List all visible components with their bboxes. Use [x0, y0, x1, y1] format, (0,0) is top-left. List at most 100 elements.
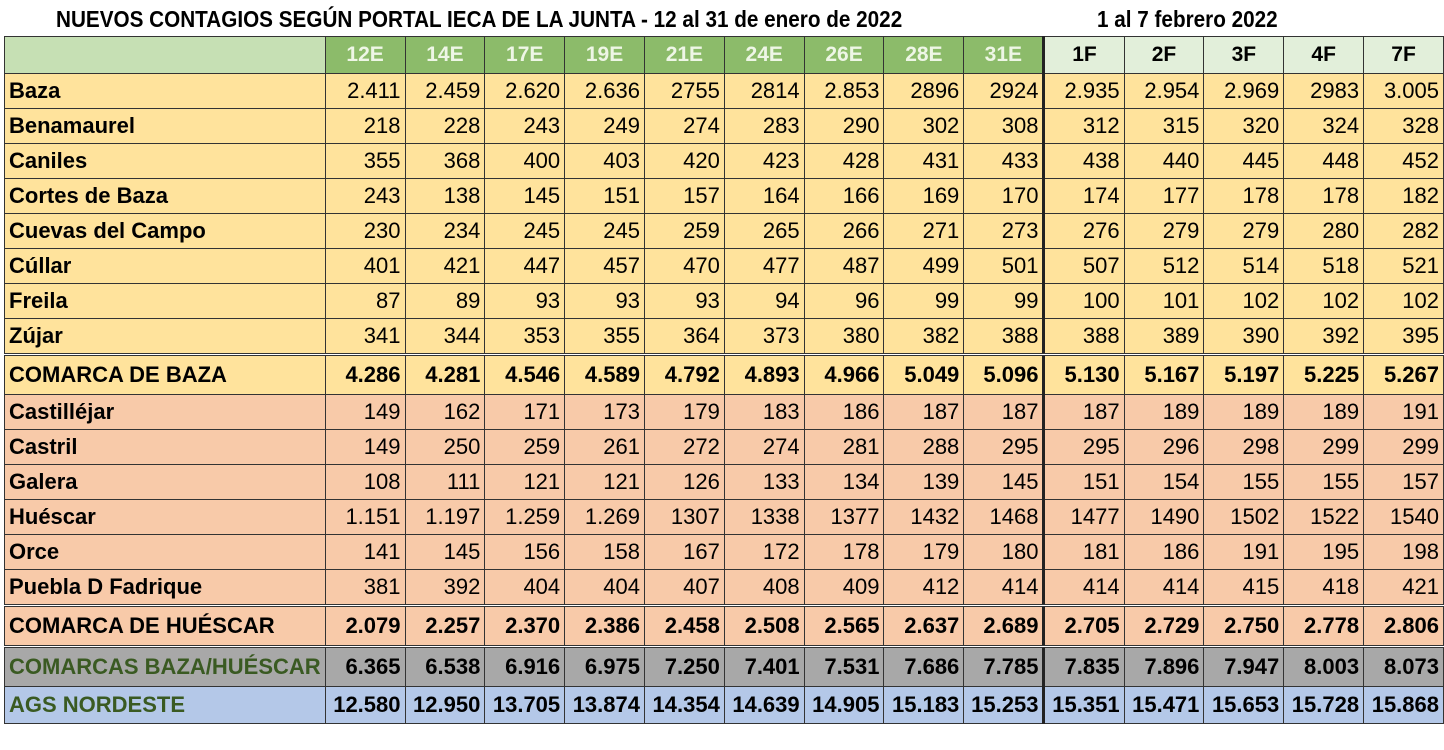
cell-17E[interactable]: 400: [484, 143, 566, 179]
cell-3F[interactable]: 2.969: [1203, 73, 1285, 109]
cell-19E[interactable]: 6.975: [564, 645, 645, 687]
cell-31E[interactable]: 187: [963, 394, 1046, 430]
column-header-4F[interactable]: 4F: [1283, 36, 1365, 74]
cell-28E[interactable]: 412: [883, 569, 965, 606]
cell-12E[interactable]: 218: [324, 108, 406, 144]
cell-28E[interactable]: 187: [883, 394, 965, 430]
cell-24E[interactable]: 14.639: [723, 686, 805, 724]
row-label[interactable]: Benamaurel: [4, 108, 326, 144]
cell-4F[interactable]: 15.728: [1283, 686, 1365, 724]
cell-17E[interactable]: 245: [484, 213, 566, 249]
cell-4F[interactable]: 1522: [1283, 499, 1365, 535]
column-header-19E[interactable]: 19E: [564, 36, 645, 74]
cell-21E[interactable]: 364: [643, 318, 725, 355]
cell-14E[interactable]: 421: [404, 248, 486, 284]
cell-7F[interactable]: 157: [1363, 464, 1444, 500]
cell-3F[interactable]: 5.197: [1203, 353, 1285, 395]
cell-1F[interactable]: 100: [1043, 283, 1125, 319]
cell-14E[interactable]: 138: [404, 178, 486, 214]
cell-2F[interactable]: 186: [1123, 534, 1205, 570]
cell-24E[interactable]: 423: [723, 143, 805, 179]
cell-12E[interactable]: 87: [324, 283, 406, 319]
cell-12E[interactable]: 355: [324, 143, 406, 179]
column-header-1F[interactable]: 1F: [1043, 36, 1125, 74]
cell-1F[interactable]: 276: [1043, 213, 1125, 249]
row-label[interactable]: COMARCAS BAZA/HUÉSCAR: [4, 645, 326, 687]
cell-31E[interactable]: 145: [963, 464, 1046, 500]
cell-14E[interactable]: 145: [404, 534, 486, 570]
cell-7F[interactable]: 15.868: [1363, 686, 1444, 724]
column-header-7F[interactable]: 7F: [1363, 36, 1444, 74]
row-label[interactable]: Castril: [4, 429, 326, 465]
cell-21E[interactable]: 420: [643, 143, 725, 179]
cell-7F[interactable]: 282: [1363, 213, 1444, 249]
cell-24E[interactable]: 164: [723, 178, 805, 214]
cell-31E[interactable]: 308: [963, 108, 1046, 144]
cell-17E[interactable]: 4.546: [484, 353, 566, 395]
cell-4F[interactable]: 448: [1283, 143, 1365, 179]
cell-26E[interactable]: 487: [803, 248, 885, 284]
cell-31E[interactable]: 2924: [963, 73, 1046, 109]
column-header-3F[interactable]: 3F: [1203, 36, 1285, 74]
cell-19E[interactable]: 158: [564, 534, 645, 570]
row-label[interactable]: Puebla D Fadrique: [4, 569, 326, 606]
column-header-31E[interactable]: 31E: [963, 36, 1046, 74]
cell-31E[interactable]: 433: [963, 143, 1046, 179]
cell-19E[interactable]: 403: [564, 143, 645, 179]
cell-1F[interactable]: 438: [1043, 143, 1125, 179]
cell-26E[interactable]: 2.853: [803, 73, 885, 109]
cell-3F[interactable]: 1502: [1203, 499, 1285, 535]
row-label[interactable]: Freila: [4, 283, 326, 319]
cell-21E[interactable]: 179: [643, 394, 725, 430]
cell-31E[interactable]: 295: [963, 429, 1046, 465]
cell-26E[interactable]: 14.905: [803, 686, 885, 724]
cell-21E[interactable]: 1307: [643, 499, 725, 535]
cell-7F[interactable]: 198: [1363, 534, 1444, 570]
cell-24E[interactable]: 4.893: [723, 353, 805, 395]
cell-24E[interactable]: 172: [723, 534, 805, 570]
row-label[interactable]: COMARCA DE HUÉSCAR: [4, 604, 326, 647]
cell-1F[interactable]: 181: [1043, 534, 1125, 570]
cell-14E[interactable]: 228: [404, 108, 486, 144]
cell-12E[interactable]: 12.580: [324, 686, 406, 724]
cell-24E[interactable]: 7.401: [723, 645, 805, 687]
cell-31E[interactable]: 15.253: [963, 686, 1046, 724]
cell-4F[interactable]: 8.003: [1283, 645, 1365, 687]
cell-21E[interactable]: 274: [643, 108, 725, 144]
row-label[interactable]: Cuevas del Campo: [4, 213, 326, 249]
cell-24E[interactable]: 283: [723, 108, 805, 144]
cell-3F[interactable]: 390: [1203, 318, 1285, 355]
cell-24E[interactable]: 408: [723, 569, 805, 606]
cell-7F[interactable]: 421: [1363, 569, 1444, 606]
cell-4F[interactable]: 2983: [1283, 73, 1365, 109]
cell-17E[interactable]: 447: [484, 248, 566, 284]
cell-2F[interactable]: 189: [1123, 394, 1205, 430]
cell-1F[interactable]: 15.351: [1043, 686, 1125, 724]
cell-17E[interactable]: 1.259: [484, 499, 566, 535]
cell-28E[interactable]: 169: [883, 178, 965, 214]
cell-7F[interactable]: 102: [1363, 283, 1444, 319]
cell-24E[interactable]: 2814: [723, 73, 805, 109]
cell-24E[interactable]: 274: [723, 429, 805, 465]
cell-19E[interactable]: 2.636: [564, 73, 645, 109]
cell-24E[interactable]: 477: [723, 248, 805, 284]
cell-7F[interactable]: 299: [1363, 429, 1444, 465]
column-header-2F[interactable]: 2F: [1123, 36, 1205, 74]
cell-4F[interactable]: 299: [1283, 429, 1365, 465]
cell-31E[interactable]: 7.785: [963, 645, 1046, 687]
cell-17E[interactable]: 145: [484, 178, 566, 214]
cell-4F[interactable]: 392: [1283, 318, 1365, 355]
cell-31E[interactable]: 170: [963, 178, 1046, 214]
cell-4F[interactable]: 2.778: [1283, 604, 1365, 647]
cell-3F[interactable]: 415: [1203, 569, 1285, 606]
row-label[interactable]: Cúllar: [4, 248, 326, 284]
cell-26E[interactable]: 1377: [803, 499, 885, 535]
cell-12E[interactable]: 149: [324, 394, 406, 430]
cell-2F[interactable]: 296: [1123, 429, 1205, 465]
cell-14E[interactable]: 12.950: [404, 686, 486, 724]
cell-7F[interactable]: 452: [1363, 143, 1444, 179]
cell-17E[interactable]: 243: [484, 108, 566, 144]
cell-17E[interactable]: 6.916: [484, 645, 566, 687]
cell-4F[interactable]: 418: [1283, 569, 1365, 606]
cell-3F[interactable]: 178: [1203, 178, 1285, 214]
